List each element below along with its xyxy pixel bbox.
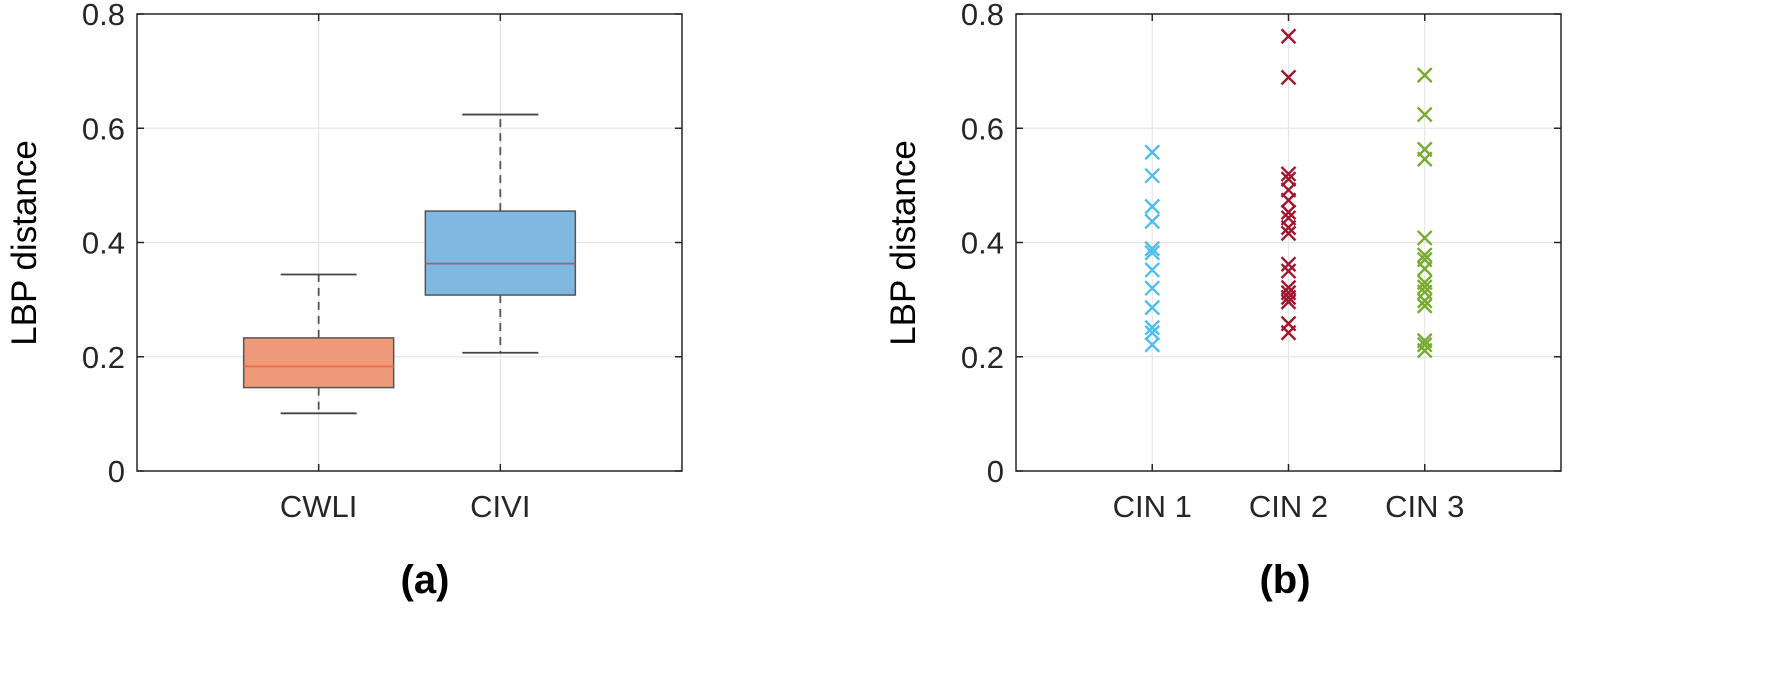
box-CWLI-iqr	[242, 337, 395, 389]
panel-1-ytick-label-3: 0.6	[961, 111, 1004, 146]
point-CIN-3-7	[1416, 260, 1433, 277]
panel-1-xtick-label-0: CIN 1	[1113, 489, 1192, 524]
point-CIN-1-11	[1144, 336, 1161, 353]
series-CIN-1	[1144, 144, 1161, 353]
series-CIN-3	[1416, 67, 1433, 359]
point-CIN-1-3	[1144, 213, 1161, 230]
panel-1-ytick-label-0: 0	[987, 454, 1004, 489]
point-CIN-2-2	[1280, 166, 1297, 182]
panel-1-xtick-label-2: CIN 3	[1385, 489, 1464, 524]
point-CIN-3-15	[1416, 342, 1433, 359]
point-CIN-3-5	[1416, 247, 1433, 263]
point-CIN-1-4	[1144, 240, 1161, 257]
point-CIN-1-9	[1144, 319, 1161, 336]
panel-a-label: (a)	[401, 558, 450, 602]
point-CIN-2-9	[1280, 225, 1297, 242]
point-CIN-3-12	[1416, 298, 1433, 314]
point-CIN-1-8	[1144, 299, 1161, 316]
panel-0-ytick-label-1: 0.2	[82, 340, 125, 375]
panel-0-xtick-label-1: CIVI	[470, 489, 530, 524]
panel-0-xtick-label-0: CWLI	[280, 489, 358, 524]
point-CIN-1-10	[1144, 324, 1161, 341]
point-CIN-3-4	[1416, 230, 1433, 246]
point-CIN-3-1	[1416, 106, 1433, 123]
point-CIN-3-9	[1416, 279, 1433, 295]
point-CIN-3-11	[1416, 292, 1433, 309]
point-CIN-2-14	[1280, 289, 1297, 306]
panel-a-y-axis-label: LBP distance	[5, 140, 44, 346]
point-CIN-2-17	[1280, 324, 1297, 341]
panel-0-ytick-label-3: 0.6	[82, 111, 125, 146]
panel-0-ytick-label-2: 0.4	[82, 226, 125, 261]
point-CIN-2-0	[1280, 28, 1297, 45]
point-CIN-2-11	[1280, 263, 1297, 279]
panel-b-scatter: LBP distance (b) 0 0.2 0.4 0.6 0.8 CIN 1 CIN 2…	[884, 0, 1562, 602]
point-CIN-3-14	[1416, 336, 1433, 353]
box-CIVI	[424, 113, 577, 354]
panel-1-ytick-label-4: 0.8	[961, 0, 1004, 32]
point-CIN-2-1	[1280, 69, 1297, 86]
point-CIN-1-2	[1144, 198, 1161, 215]
panel-b-y-axis-label: LBP distance	[884, 140, 923, 346]
point-CIN-3-0	[1416, 67, 1433, 83]
point-CIN-2-15	[1280, 294, 1297, 310]
point-CIN-1-5	[1144, 244, 1161, 261]
point-CIN-1-6	[1144, 262, 1161, 278]
panel-1-xtick-label-1: CIN 2	[1249, 489, 1328, 524]
panel-0-ytick-label-4: 0.8	[82, 0, 125, 32]
point-CIN-1-7	[1144, 280, 1161, 297]
point-CIN-2-6	[1280, 204, 1297, 221]
point-CIN-2-8	[1280, 219, 1297, 236]
panel-1-ytick-label-2: 0.4	[961, 226, 1004, 261]
point-CIN-1-0	[1144, 144, 1161, 161]
point-CIN-2-5	[1280, 192, 1297, 209]
panel-1-ytick-label-1: 0.2	[961, 340, 1004, 375]
point-CIN-3-3	[1416, 151, 1433, 167]
point-CIN-2-10	[1280, 256, 1297, 273]
panel-0-ytick-label-0: 0	[108, 454, 125, 489]
point-CIN-1-1	[1144, 167, 1161, 184]
panel-b-label: (b)	[1259, 558, 1310, 602]
series-CIN-2	[1280, 28, 1297, 341]
box-CWLI	[242, 273, 395, 415]
panel-a-boxplot: LBP distance (a) 0 0.2 0.4 0.6 0.8 CWLI CIVI	[5, 0, 683, 602]
box-CIVI-iqr	[424, 210, 577, 296]
